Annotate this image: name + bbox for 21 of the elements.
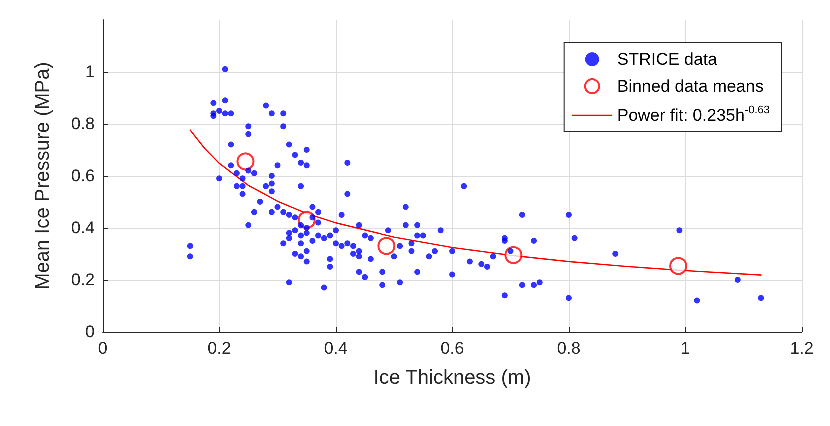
x-tick-label: 0.6 — [440, 339, 464, 358]
line-series — [190, 130, 762, 276]
y-tick-label: 0 — [86, 322, 95, 342]
x-tick-label: 0 — [98, 339, 108, 358]
x-tick-label: 0.2 — [208, 339, 232, 358]
y-tick-label: 0.8 — [71, 114, 95, 134]
x-tick-label: 0.4 — [324, 339, 348, 358]
x-tick-label: 1 — [680, 339, 690, 358]
legend-label: Binned data means — [617, 77, 764, 96]
y-tick-label: 0.2 — [71, 270, 95, 290]
x-tick-label: 1.2 — [790, 339, 814, 358]
point — [670, 257, 688, 276]
y-tick-label: 1 — [86, 62, 95, 82]
y-tick-label: 0.4 — [71, 218, 95, 238]
x-tick-label: 0.8 — [557, 339, 581, 358]
y-tick-label: 0.6 — [71, 166, 95, 186]
point — [378, 237, 396, 256]
point — [236, 152, 255, 171]
legend-label: STRICE data — [617, 50, 718, 69]
y-axis-title: Mean Ice Pressure (MPa) — [32, 62, 54, 290]
x-axis-title: Ice Thickness (m) — [374, 367, 532, 389]
